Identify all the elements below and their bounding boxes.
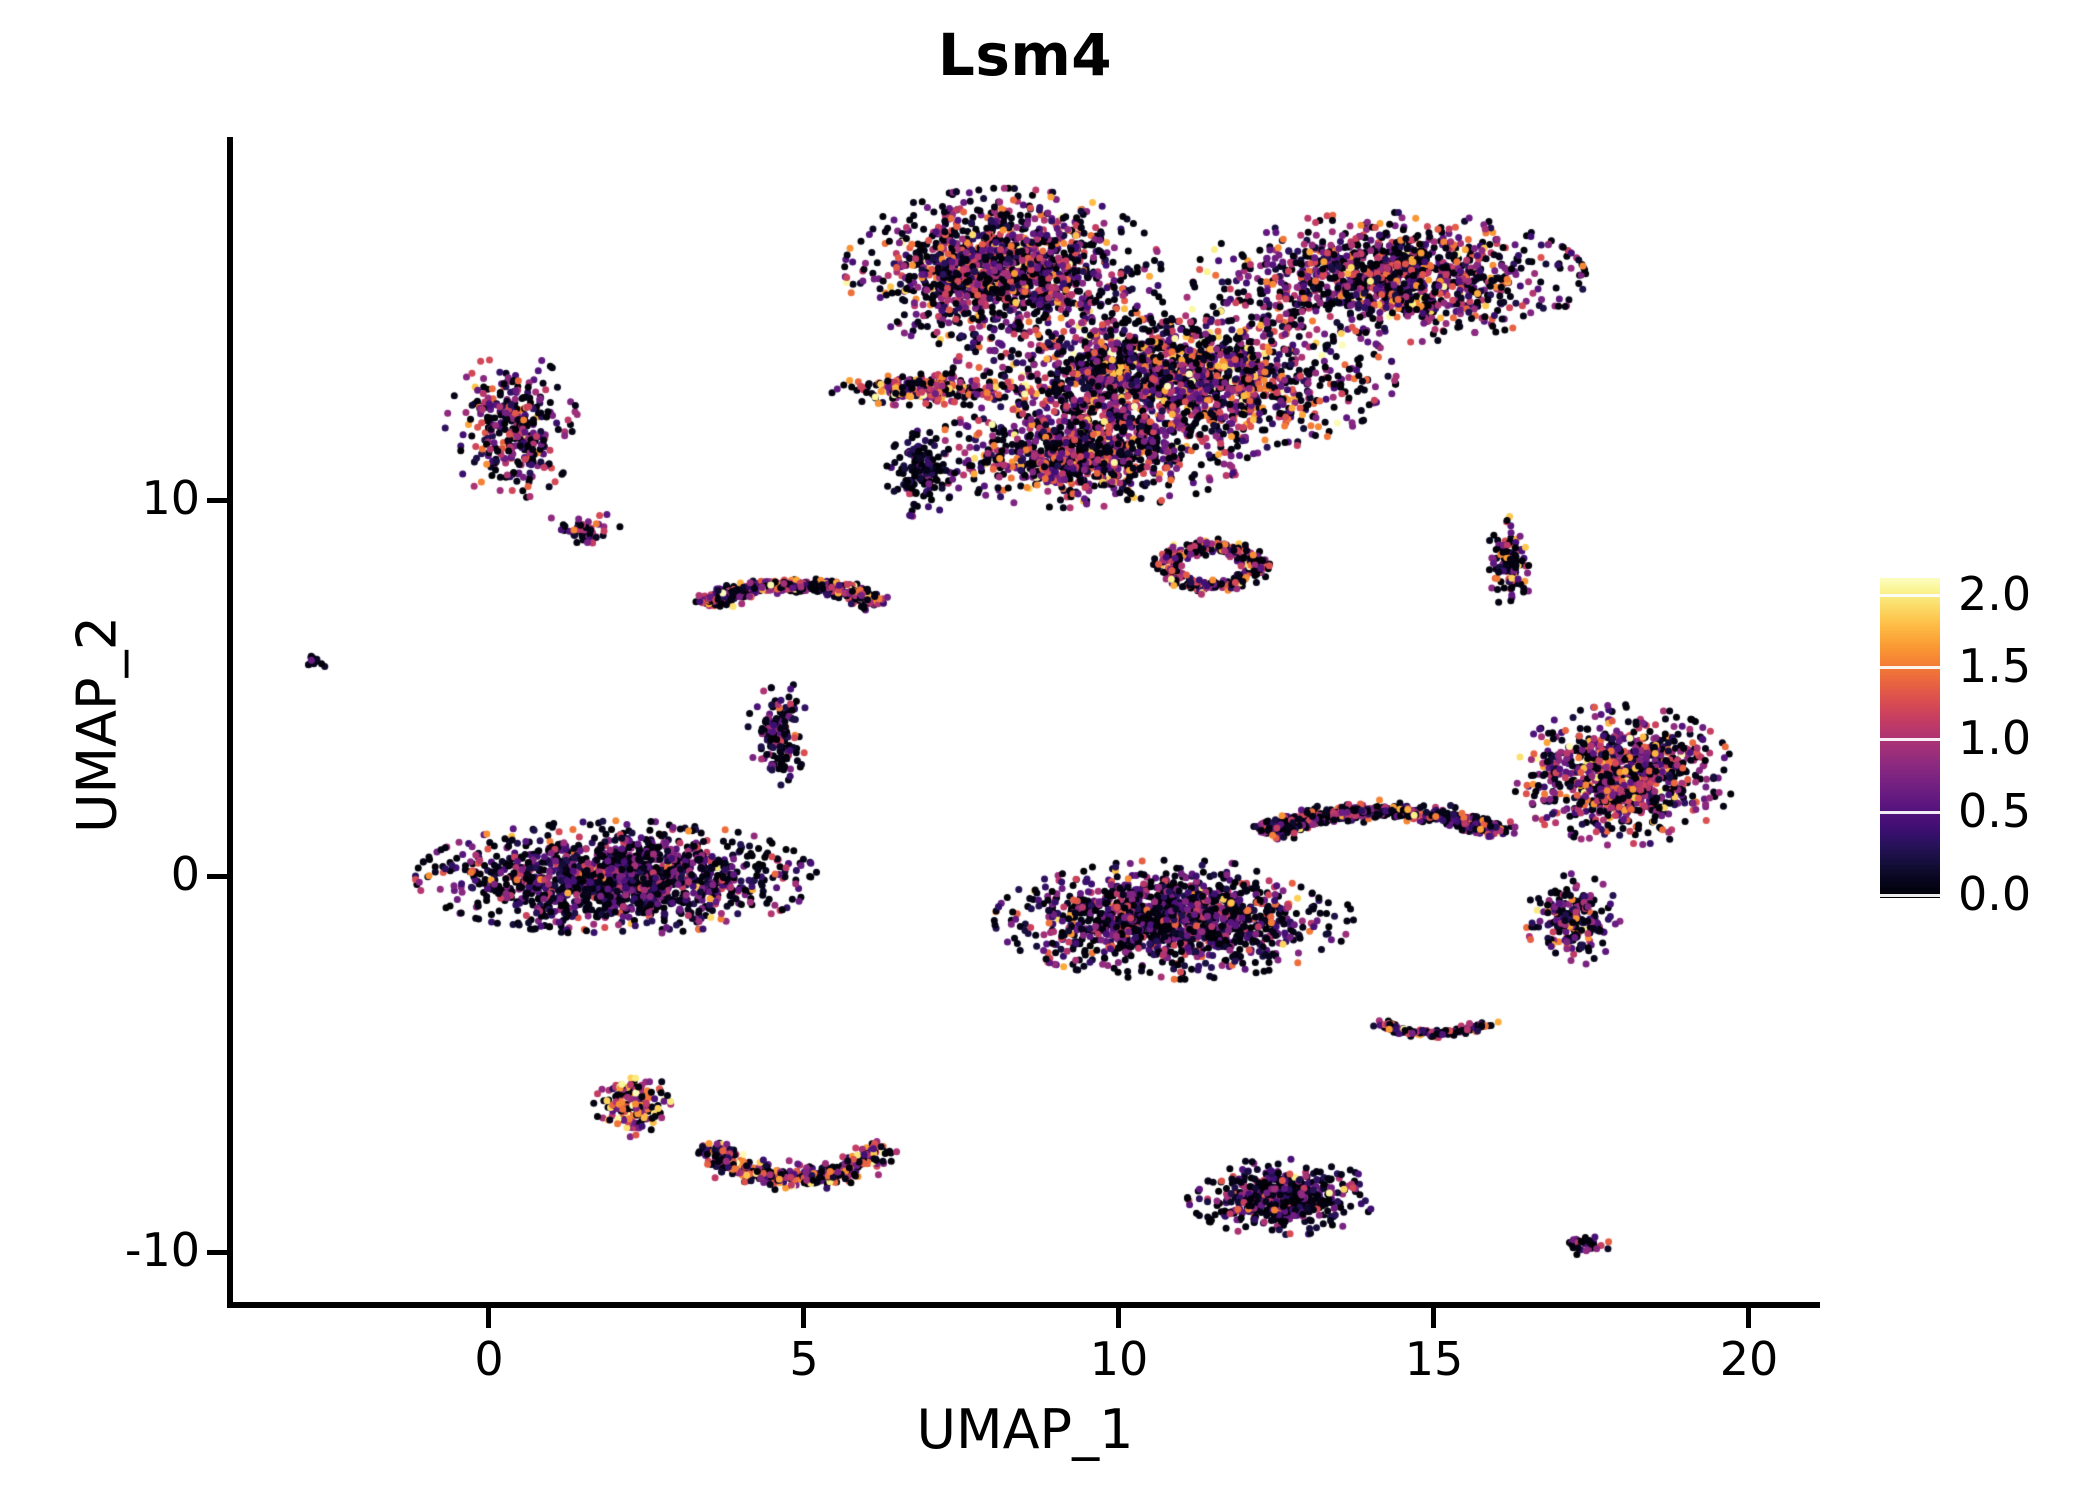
colorbar-tick-0-5 [1880, 811, 1940, 814]
colorbar-tick-0-0 [1880, 894, 1940, 897]
umap-scatter-canvas [230, 137, 1820, 1305]
x-tick-5 [801, 1308, 806, 1328]
colorbar-label-2-0: 2.0 [1958, 567, 2032, 621]
x-ticklabel-15: 15 [1404, 1332, 1464, 1386]
y-axis-title: UMAP_2 [65, 616, 129, 833]
x-axis-spine [227, 1302, 1820, 1308]
colorbar-tick-1-5 [1880, 666, 1940, 669]
x-tick-10 [1116, 1308, 1121, 1328]
y-ticklabel-minus10: -10 [124, 1223, 200, 1277]
x-axis-title: UMAP_1 [916, 1398, 1134, 1461]
colorbar-tick-1-0 [1880, 738, 1940, 741]
colorbar-label-1-5: 1.5 [1958, 639, 2032, 693]
y-axis-spine [227, 137, 233, 1308]
colorbar-label-0-5: 0.5 [1958, 784, 2032, 838]
scatter-plot-panel [230, 137, 1820, 1305]
y-ticklabel-0: 0 [170, 847, 200, 901]
x-tick-0 [486, 1308, 491, 1328]
y-tick-0 [207, 874, 227, 879]
colorbar-label-0-0: 0.0 [1958, 867, 2032, 921]
y-tick-minus10 [207, 1250, 227, 1255]
x-ticklabel-20: 20 [1719, 1332, 1779, 1386]
x-ticklabel-0: 0 [474, 1332, 504, 1386]
colorbar: 2.0 1.5 1.0 0.5 0.0 [1880, 571, 2080, 917]
x-ticklabel-10: 10 [1089, 1332, 1149, 1386]
colorbar-label-1-0: 1.0 [1958, 711, 2032, 765]
x-tick-20 [1746, 1308, 1751, 1328]
colorbar-tick-2-0 [1880, 594, 1940, 597]
y-tick-10 [207, 498, 227, 503]
page-title: Lsm4 [937, 21, 1113, 89]
y-ticklabel-10: 10 [141, 471, 200, 525]
x-ticklabel-5: 5 [789, 1332, 819, 1386]
x-tick-15 [1431, 1308, 1436, 1328]
